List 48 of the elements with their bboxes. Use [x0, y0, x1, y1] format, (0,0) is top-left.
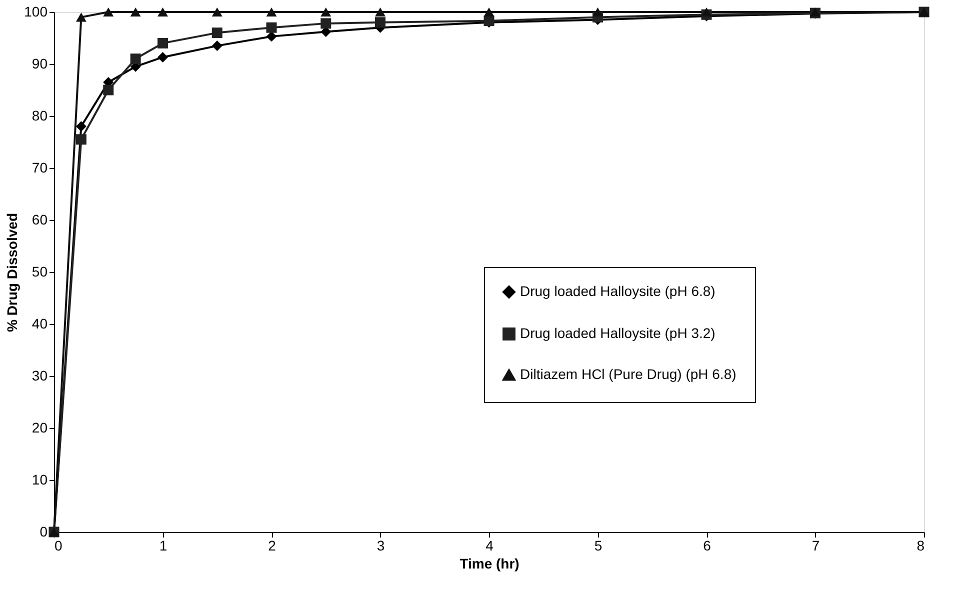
point [158, 52, 168, 62]
x-tick-label: 4 [486, 538, 494, 554]
point [76, 134, 86, 145]
legend-label: Diltiazem HCl (Pure Drug) (pH 6.8) [520, 366, 736, 382]
point [592, 7, 603, 17]
point [103, 84, 114, 96]
legend-label: Drug loaded Halloysite (pH 6.8) [520, 283, 716, 299]
point [158, 38, 168, 48]
x-tick-label: 5 [594, 538, 602, 554]
point [76, 12, 86, 22]
y-tick-label: 70 [32, 160, 48, 176]
x-tick-label: 8 [916, 538, 925, 554]
point [266, 31, 277, 42]
y-tick-label: 30 [32, 368, 48, 384]
point [484, 7, 494, 17]
y-tick-label: 20 [32, 420, 48, 436]
y-tick-label: 0 [40, 524, 48, 540]
y-tick-label: 100 [24, 4, 48, 20]
point [212, 7, 222, 17]
point [158, 7, 168, 17]
x-tick-label: 3 [376, 538, 385, 554]
point [375, 17, 386, 28]
point [212, 40, 222, 52]
point [266, 7, 277, 17]
y-tick-label: 80 [32, 108, 48, 124]
point [76, 121, 86, 132]
point [320, 18, 332, 29]
x-axis-title: Time (hr) [460, 556, 520, 572]
point [130, 7, 141, 17]
point [320, 7, 332, 17]
point [212, 28, 222, 38]
y-tick-label: 60 [32, 212, 48, 228]
point [266, 22, 277, 33]
legend-label: Drug loaded Halloysite (pH 3.2) [520, 325, 716, 341]
x-tick-label: 1 [159, 538, 168, 554]
point [130, 54, 141, 64]
x-tick-label: 2 [268, 538, 276, 554]
point [701, 7, 712, 17]
point [375, 7, 386, 17]
y-tick-label: 40 [32, 316, 48, 332]
y-tick-label: 10 [32, 472, 48, 488]
x-tick-label: 6 [703, 538, 712, 554]
y-axis-title: % Drug Dissolved [4, 212, 20, 332]
point [103, 7, 114, 17]
y-tick-label: 90 [32, 56, 48, 72]
x-tick-label: 0 [54, 538, 62, 554]
x-tick-label: 7 [812, 538, 820, 554]
y-tick-label: 50 [32, 264, 48, 280]
